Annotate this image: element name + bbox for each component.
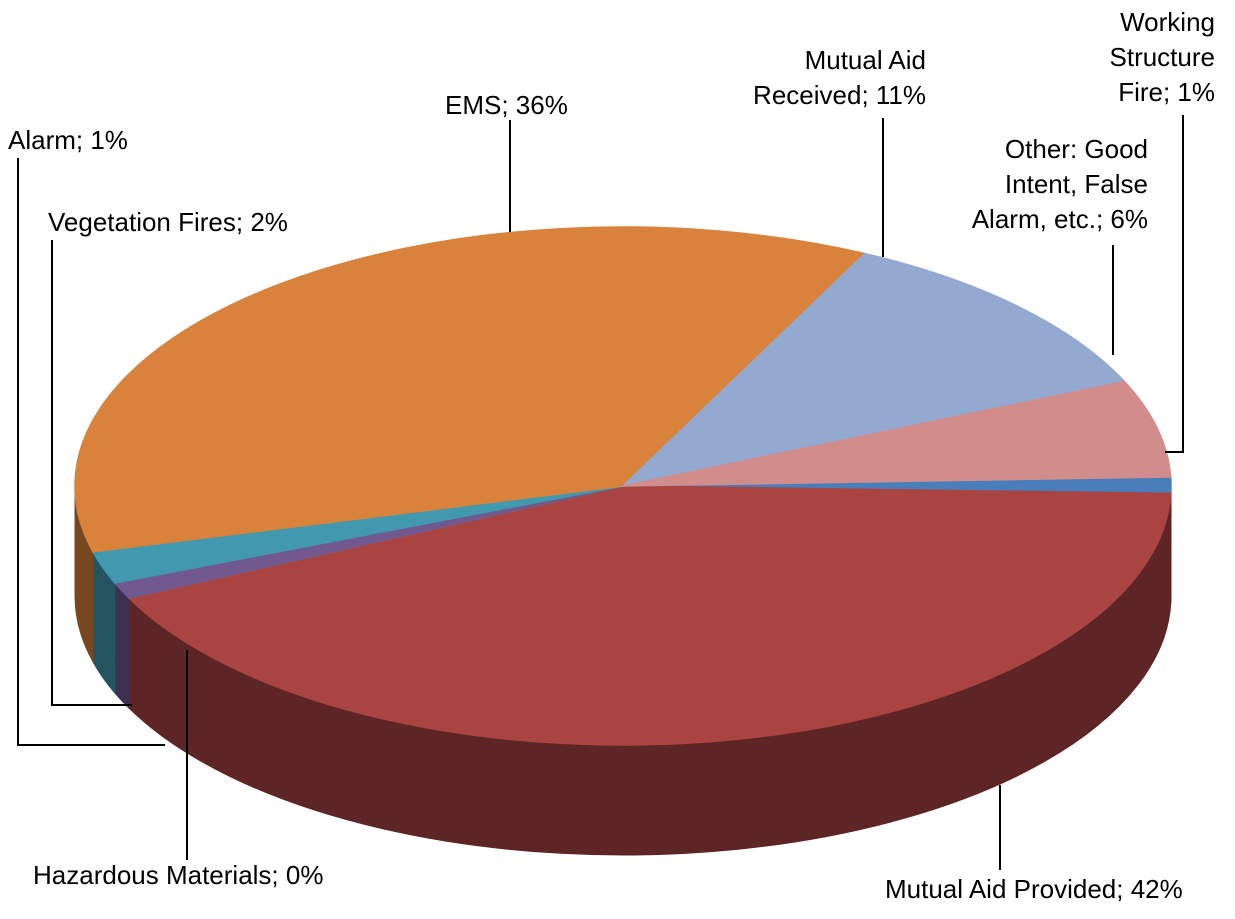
slice-label: Mutual Aid Received; 11%	[753, 45, 926, 110]
leader-line	[51, 240, 132, 706]
leader-lines	[17, 115, 1184, 870]
slice-label: EMS; 36%	[445, 90, 568, 120]
pie-slice	[74, 226, 867, 553]
slice-label: Vegetation Fires; 2%	[48, 207, 288, 237]
slice-label: Alarm; 1%	[8, 125, 128, 155]
slice-label: Mutual Aid Provided; 42%	[885, 874, 1183, 904]
pie-slice	[620, 252, 1126, 488]
leader-line	[1165, 115, 1184, 453]
slice-side	[114, 581, 130, 710]
slice-label: Other: Good Intent, False Alarm, etc.; 6…	[971, 134, 1148, 234]
pie-slice	[622, 380, 1172, 487]
slice-label: Hazardous Materials; 0%	[33, 860, 324, 890]
slice-label: Working Structure Fire; 1%	[1109, 7, 1216, 107]
pie-slice	[127, 485, 1172, 746]
leader-line	[17, 158, 165, 746]
pie-tops	[74, 226, 1172, 746]
